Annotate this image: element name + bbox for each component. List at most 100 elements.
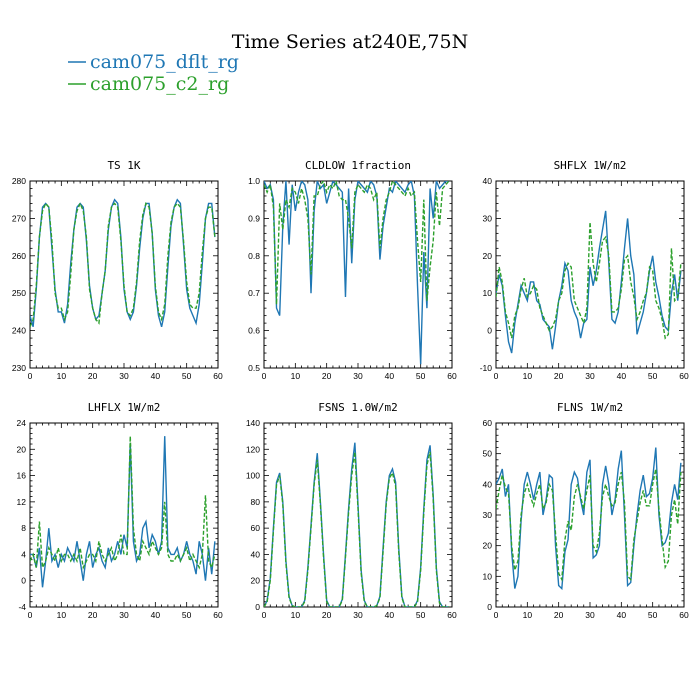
y-tick-label: 10 [483,288,493,298]
panel-title: TS 1K [107,159,140,172]
panel-title: FLNS 1W/m2 [557,401,623,414]
x-tick-label: 50 [416,371,426,381]
x-tick-label: 10 [523,371,533,381]
x-tick-label: 10 [57,371,67,381]
x-tick-label: 40 [385,371,395,381]
panel-title: CLDLOW 1fraction [305,159,411,172]
y-tick-label: 270 [12,213,26,223]
y-tick-label: 80 [251,497,261,507]
x-tick-label: 60 [679,371,689,381]
x-tick-label: 0 [262,610,267,620]
x-tick-label: 60 [447,610,457,620]
y-tick-label: 0 [487,326,492,336]
panel-4: FSNS 1.0W/m2 0 10 20 30 40 50 60 0 20 40 60 80 100 120… [246,401,457,620]
y-tick-label: 60 [251,523,261,533]
y-tick-label: 0 [21,576,26,586]
x-tick-label: 50 [182,610,192,620]
legend-item-1: cam075_c2_rg [68,73,229,95]
y-tick-label: 0.5 [248,363,260,373]
x-tick-label: 60 [447,371,457,381]
legend-item-0: cam075_dflt_rg [68,51,239,73]
x-tick-label: 40 [617,371,627,381]
y-tick-label: 20 [251,576,261,586]
panel-1: CLDLOW 1fraction 0 10 20 30 40 50 60 0.5 0.6 0.7 0.… [248,159,457,381]
x-tick-label: 60 [679,610,689,620]
series-line-1 [496,468,682,582]
series-line-0 [496,210,682,354]
x-tick-label: 40 [617,610,627,620]
y-tick-label: 280 [12,176,26,186]
x-tick-label: 0 [28,371,33,381]
legend-label-0: cam075_dflt_rg [90,51,239,73]
y-tick-label: 8 [21,523,26,533]
x-tick-label: 30 [353,371,363,381]
y-tick-label: 30 [483,213,493,223]
y-tick-label: 60 [483,418,493,428]
series-line-0 [30,436,216,588]
y-tick-label: 30 [483,510,493,520]
x-tick-label: 10 [57,610,67,620]
x-tick-label: 10 [523,610,533,620]
series-line-1 [30,201,216,328]
y-tick-label: 1.0 [248,176,260,186]
x-tick-label: 20 [88,610,98,620]
y-tick-label: 0.7 [248,288,260,298]
x-tick-label: 0 [28,610,33,620]
x-tick-label: 50 [648,610,658,620]
x-tick-label: 10 [291,610,301,620]
x-tick-label: 20 [88,371,98,381]
x-tick-label: 20 [322,371,332,381]
y-tick-label: -4 [18,602,26,612]
y-tick-label: 4 [21,549,26,559]
y-tick-label: 240 [12,326,26,336]
y-tick-label: 260 [12,251,26,261]
plot-frame [29,422,219,608]
x-tick-label: 30 [353,610,363,620]
x-tick-label: 20 [554,371,564,381]
y-tick-label: 16 [17,471,27,481]
x-tick-label: 10 [291,371,301,381]
x-tick-label: 50 [182,371,192,381]
x-tick-label: 30 [585,371,595,381]
panel-5: FLNS 1W/m2 0 10 20 30 40 50 60 0 10 20 30 40 50 60 [483,401,689,620]
legend: cam075_dflt_rg cam075_c2_rg [68,51,239,95]
x-tick-label: 30 [585,610,595,620]
panel-title: SHFLX 1W/m2 [554,159,627,172]
x-tick-label: 40 [385,610,395,620]
x-tick-label: 40 [151,371,161,381]
series-line-0 [264,181,449,365]
x-tick-label: 20 [554,610,564,620]
y-tick-label: 120 [246,444,260,454]
y-tick-label: 0 [255,602,260,612]
y-tick-label: -10 [480,363,493,373]
x-tick-label: 0 [494,371,499,381]
x-tick-label: 60 [213,610,223,620]
series-line-1 [496,222,682,340]
series-line-0 [496,447,682,591]
y-tick-label: 20 [483,251,493,261]
x-tick-label: 50 [416,610,426,620]
plot-frame [29,180,219,369]
panel-title: FSNS 1.0W/m2 [318,401,397,414]
x-tick-label: 20 [322,610,332,620]
y-tick-label: 0 [487,602,492,612]
panel-title: LHFLX 1W/m2 [88,401,161,414]
y-tick-label: 40 [483,176,493,186]
legend-label-1: cam075_c2_rg [90,73,229,95]
series-line-1 [264,181,450,305]
y-tick-label: 24 [17,418,27,428]
x-tick-label: 40 [151,610,161,620]
figure-title: Time Series at240E,75N [232,31,468,53]
x-tick-label: 50 [648,371,658,381]
y-tick-label: 20 [483,541,493,551]
y-tick-label: 0.6 [248,326,260,336]
series-line-1 [264,451,449,607]
y-tick-label: 230 [12,363,26,373]
panels: TS 1K0 10 20 30 40 50 60230240250260270280CLDL… [12,159,689,620]
y-tick-label: 0.8 [248,251,260,261]
y-tick-label: 10 [483,571,493,581]
series-line-1 [30,436,216,571]
